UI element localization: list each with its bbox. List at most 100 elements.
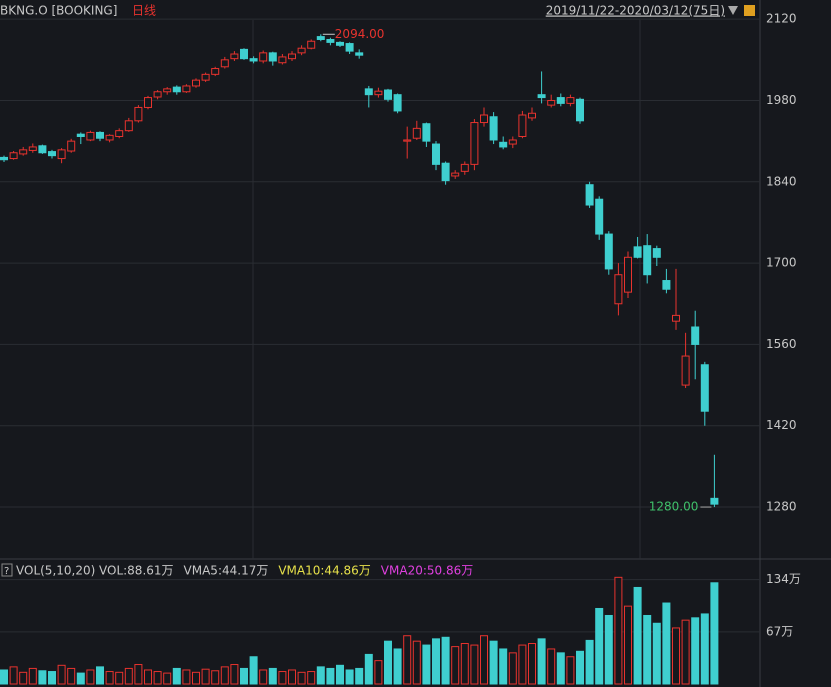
- volume-bar: [393, 648, 402, 685]
- candle-body: [710, 497, 719, 505]
- candle-body: [220, 59, 229, 68]
- volume-bar: [412, 640, 421, 685]
- candle-body: [297, 47, 306, 54]
- y-tick-label: 134万: [766, 572, 801, 586]
- candle-body: [499, 141, 508, 148]
- legend-entry: VMA20:50.86万: [381, 564, 473, 578]
- y-tick-label: 1840: [766, 174, 797, 188]
- volume-bar: [115, 671, 124, 685]
- help-icon[interactable]: [1, 563, 13, 577]
- legend-entry: VMA10:44.86万: [278, 564, 370, 578]
- volume-bar: [172, 667, 181, 685]
- volume-bar: [86, 669, 95, 685]
- y-tick-label: 1980: [766, 93, 797, 107]
- volume-bar: [556, 652, 565, 685]
- dropdown-icon[interactable]: [728, 6, 738, 15]
- volume-bar: [288, 669, 296, 685]
- volume-bar: [672, 627, 680, 685]
- candle-body: [57, 149, 66, 160]
- candle-body: [672, 314, 680, 322]
- candle-body: [393, 94, 402, 112]
- candle-body: [96, 131, 104, 139]
- volume-bar: [28, 667, 37, 685]
- candle-body: [451, 172, 460, 177]
- volume-bar: [316, 666, 325, 685]
- volume-bar: [211, 670, 220, 685]
- volume-bar: [240, 667, 248, 685]
- candle-body: [134, 106, 143, 122]
- volume-bar: [96, 666, 104, 685]
- y-tick-label: 2120: [766, 12, 797, 26]
- candle-body: [19, 149, 28, 155]
- candle-body: [105, 134, 114, 141]
- candle-body: [172, 86, 181, 93]
- candle-body: [249, 58, 258, 62]
- candle-body: [422, 123, 431, 142]
- candle-body: [595, 198, 604, 235]
- candle-body: [182, 85, 191, 93]
- volume-bar: [547, 648, 556, 685]
- volume-bar: [134, 664, 143, 685]
- candle-body: [489, 116, 498, 141]
- candle-body: [633, 246, 642, 258]
- volume-bar: [67, 667, 76, 685]
- annotation: 1280.00: [649, 500, 699, 514]
- candle-body: [364, 88, 373, 96]
- candle-body: [163, 88, 172, 93]
- candle-body: [643, 245, 652, 276]
- candle-body: [67, 140, 76, 152]
- volume-bar: [192, 671, 200, 685]
- candle-body: [124, 120, 133, 132]
- volume-bar: [470, 644, 479, 685]
- candle-body: [480, 114, 488, 124]
- volume-bar: [595, 607, 604, 685]
- volume-bar: [576, 650, 584, 685]
- volume-bar: [518, 644, 527, 685]
- period: 日线: [132, 4, 156, 18]
- volume-bar: [528, 643, 536, 685]
- volume-bar: [345, 669, 354, 685]
- volume-bar: [19, 671, 28, 685]
- candle-body: [528, 112, 536, 119]
- volume-bar: [268, 667, 277, 685]
- volume-bar: [508, 652, 517, 685]
- volume-bar: [537, 638, 546, 685]
- volume-bar: [700, 613, 709, 685]
- candle-body: [268, 52, 277, 62]
- candle-body: [662, 280, 671, 290]
- volume-bar: [355, 667, 364, 685]
- y-tick-label: 1420: [766, 418, 797, 432]
- lock-icon[interactable]: [744, 5, 755, 16]
- legend-entry: VMA5:44.17万: [184, 564, 269, 578]
- candle-body: [604, 233, 613, 270]
- candle-body: [38, 145, 47, 154]
- volume-bar: [489, 640, 498, 685]
- volume-bar: [326, 667, 335, 685]
- volume-bar: [249, 656, 258, 685]
- date-range[interactable]: 2019/11/22-2020/03/12(75日): [546, 4, 725, 18]
- candle-body: [537, 94, 546, 99]
- volume-bar: [48, 671, 56, 685]
- volume-bar: [76, 672, 85, 685]
- volume-bar: [220, 666, 229, 685]
- candle-body: [518, 114, 527, 137]
- volume-bar: [451, 646, 460, 685]
- volume-bar: [566, 656, 575, 685]
- y-tick-label: 67万: [766, 624, 793, 638]
- volume-bar: [643, 614, 652, 685]
- candle-body: [508, 139, 517, 145]
- volume-bar: [624, 605, 632, 685]
- candle-body: [144, 97, 152, 108]
- volume-bar: [652, 622, 661, 685]
- candle-body: [278, 56, 287, 64]
- volume-bar: [480, 635, 488, 685]
- candle-body: [9, 152, 18, 160]
- candle-body: [441, 162, 450, 182]
- candle-body: [432, 143, 440, 165]
- candle-body: [201, 73, 210, 81]
- candle-body: [345, 43, 354, 52]
- vol-title: VOL(5,10,20): [16, 564, 95, 578]
- candle-body: [585, 184, 594, 206]
